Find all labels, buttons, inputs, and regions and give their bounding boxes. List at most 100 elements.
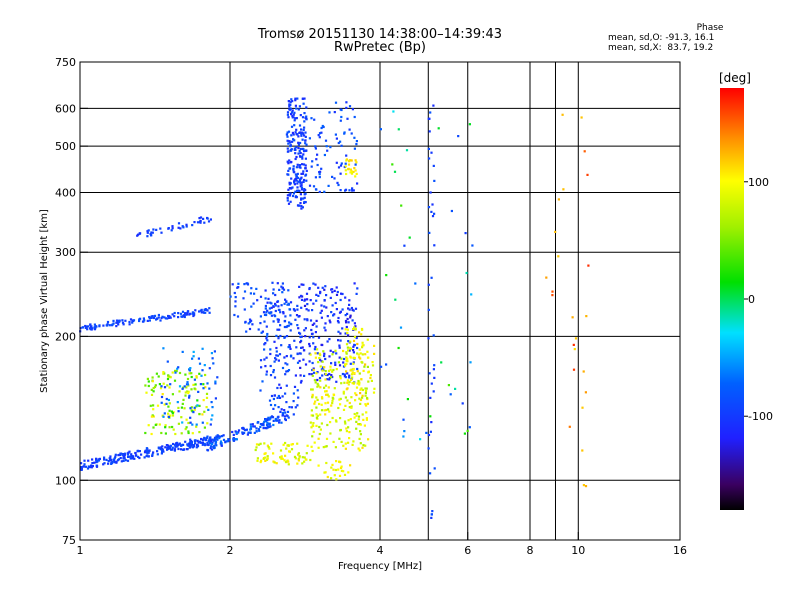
data-point xyxy=(400,204,403,207)
y-tick-label: 200 xyxy=(55,330,76,343)
data-point xyxy=(294,173,297,176)
data-point xyxy=(345,351,348,354)
data-points xyxy=(79,97,590,519)
data-point xyxy=(355,292,358,295)
data-point xyxy=(295,117,298,120)
data-point xyxy=(303,120,306,123)
data-point xyxy=(199,216,203,219)
data-point xyxy=(287,162,290,165)
data-point xyxy=(276,328,279,331)
data-point xyxy=(346,312,349,315)
data-point xyxy=(279,386,282,389)
data-point xyxy=(131,321,134,324)
data-point xyxy=(355,414,358,417)
data-point xyxy=(447,384,450,387)
data-point xyxy=(315,188,318,191)
data-point xyxy=(282,312,285,315)
data-point xyxy=(337,166,341,169)
data-point xyxy=(304,335,307,338)
data-point xyxy=(265,458,269,461)
data-point xyxy=(364,353,367,356)
data-point xyxy=(214,440,218,443)
data-point xyxy=(343,420,347,423)
data-point xyxy=(338,364,342,367)
data-point xyxy=(229,295,232,298)
data-point xyxy=(291,131,294,134)
data-point xyxy=(159,227,162,230)
data-point xyxy=(294,148,297,151)
data-point xyxy=(272,460,275,463)
data-point xyxy=(290,323,293,326)
data-point xyxy=(343,381,346,384)
data-point xyxy=(292,357,295,360)
data-point xyxy=(203,364,206,367)
data-point xyxy=(319,354,322,357)
data-point xyxy=(308,137,311,140)
data-point xyxy=(327,386,330,389)
data-point xyxy=(121,321,125,324)
data-point xyxy=(249,423,252,426)
data-point xyxy=(329,376,333,379)
data-point xyxy=(321,366,325,369)
data-point xyxy=(334,349,337,352)
data-point xyxy=(286,303,289,306)
data-point xyxy=(279,410,282,413)
data-point xyxy=(355,161,358,164)
data-point xyxy=(461,402,464,405)
data-point xyxy=(161,315,164,318)
data-point xyxy=(316,385,319,388)
data-point xyxy=(430,210,433,213)
data-point xyxy=(350,406,353,409)
data-point xyxy=(316,378,319,382)
data-point xyxy=(584,485,588,488)
data-point xyxy=(245,428,248,431)
data-point xyxy=(278,308,281,312)
data-point xyxy=(299,294,303,297)
data-point xyxy=(314,400,317,403)
data-point xyxy=(180,448,183,451)
data-point xyxy=(294,374,297,377)
data-point xyxy=(204,373,207,377)
data-point xyxy=(334,133,337,136)
data-point xyxy=(308,373,311,376)
data-point xyxy=(318,432,321,436)
data-point xyxy=(163,386,167,389)
data-point xyxy=(297,459,300,462)
data-point xyxy=(286,414,289,418)
data-point xyxy=(145,454,148,458)
data-point xyxy=(189,421,192,424)
data-point xyxy=(338,474,342,477)
data-point xyxy=(161,393,164,396)
data-point xyxy=(317,437,320,440)
data-point xyxy=(195,423,198,426)
data-point xyxy=(117,319,120,322)
data-point xyxy=(312,424,315,428)
data-point xyxy=(121,319,124,322)
data-point xyxy=(156,453,159,456)
data-point xyxy=(103,456,106,459)
data-point xyxy=(345,352,348,355)
data-point xyxy=(313,379,316,382)
data-point xyxy=(283,356,286,359)
data-point xyxy=(145,391,148,394)
data-point xyxy=(272,407,275,410)
data-point xyxy=(279,311,282,314)
data-point xyxy=(130,453,133,456)
data-point xyxy=(292,113,295,116)
data-point xyxy=(288,406,291,409)
data-point xyxy=(323,326,326,329)
data-point xyxy=(178,442,181,445)
data-point xyxy=(347,426,350,429)
data-point xyxy=(290,443,293,446)
data-point xyxy=(358,449,361,452)
data-point xyxy=(352,381,356,384)
data-point xyxy=(330,477,333,480)
data-point xyxy=(302,128,305,131)
data-point xyxy=(275,462,278,465)
data-point xyxy=(318,176,321,179)
data-point xyxy=(304,139,307,142)
data-point xyxy=(355,143,358,146)
data-point xyxy=(167,405,170,408)
data-point xyxy=(143,451,147,454)
data-point xyxy=(324,402,327,405)
